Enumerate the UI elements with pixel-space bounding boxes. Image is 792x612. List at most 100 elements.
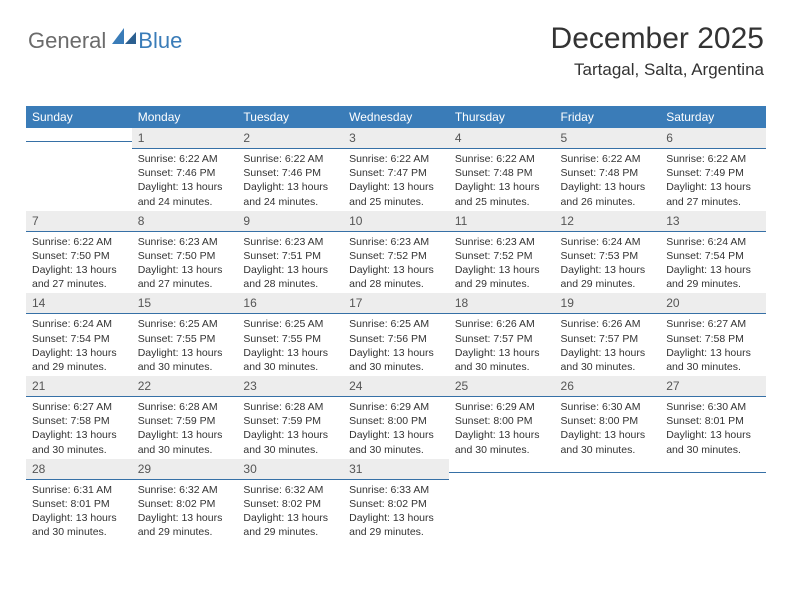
day-number: 27 <box>660 376 766 397</box>
calendar-week-row: 1Sunrise: 6:22 AMSunset: 7:46 PMDaylight… <box>26 128 766 211</box>
day-details: Sunrise: 6:23 AMSunset: 7:50 PMDaylight:… <box>132 232 238 294</box>
day-header: Monday <box>132 106 238 128</box>
calendar-container: SundayMondayTuesdayWednesdayThursdayFrid… <box>26 106 766 541</box>
calendar-day-cell: 14Sunrise: 6:24 AMSunset: 7:54 PMDayligh… <box>26 293 132 376</box>
calendar-day-cell: 17Sunrise: 6:25 AMSunset: 7:56 PMDayligh… <box>343 293 449 376</box>
day-number-empty <box>449 459 555 473</box>
day-header-row: SundayMondayTuesdayWednesdayThursdayFrid… <box>26 106 766 128</box>
calendar-day-cell <box>449 459 555 542</box>
calendar-day-cell: 19Sunrise: 6:26 AMSunset: 7:57 PMDayligh… <box>555 293 661 376</box>
day-number: 3 <box>343 128 449 149</box>
day-details: Sunrise: 6:23 AMSunset: 7:52 PMDaylight:… <box>449 232 555 294</box>
day-details: Sunrise: 6:32 AMSunset: 8:02 PMDaylight:… <box>237 480 343 542</box>
day-number: 9 <box>237 211 343 232</box>
calendar-week-row: 28Sunrise: 6:31 AMSunset: 8:01 PMDayligh… <box>26 459 766 542</box>
day-details: Sunrise: 6:22 AMSunset: 7:50 PMDaylight:… <box>26 232 132 294</box>
day-header: Tuesday <box>237 106 343 128</box>
day-details: Sunrise: 6:28 AMSunset: 7:59 PMDaylight:… <box>237 397 343 459</box>
day-number: 14 <box>26 293 132 314</box>
day-number: 6 <box>660 128 766 149</box>
calendar-day-cell: 13Sunrise: 6:24 AMSunset: 7:54 PMDayligh… <box>660 211 766 294</box>
day-number: 8 <box>132 211 238 232</box>
calendar-day-cell: 5Sunrise: 6:22 AMSunset: 7:48 PMDaylight… <box>555 128 661 211</box>
month-title: December 2025 <box>551 22 764 56</box>
day-number: 11 <box>449 211 555 232</box>
day-number: 23 <box>237 376 343 397</box>
day-number: 20 <box>660 293 766 314</box>
calendar-day-cell: 8Sunrise: 6:23 AMSunset: 7:50 PMDaylight… <box>132 211 238 294</box>
calendar-day-cell: 22Sunrise: 6:28 AMSunset: 7:59 PMDayligh… <box>132 376 238 459</box>
day-number: 1 <box>132 128 238 149</box>
day-details: Sunrise: 6:22 AMSunset: 7:46 PMDaylight:… <box>132 149 238 211</box>
day-header: Friday <box>555 106 661 128</box>
calendar-day-cell: 31Sunrise: 6:33 AMSunset: 8:02 PMDayligh… <box>343 459 449 542</box>
day-number: 24 <box>343 376 449 397</box>
day-details: Sunrise: 6:22 AMSunset: 7:46 PMDaylight:… <box>237 149 343 211</box>
day-number: 22 <box>132 376 238 397</box>
calendar-day-cell: 4Sunrise: 6:22 AMSunset: 7:48 PMDaylight… <box>449 128 555 211</box>
day-header: Sunday <box>26 106 132 128</box>
day-details: Sunrise: 6:29 AMSunset: 8:00 PMDaylight:… <box>449 397 555 459</box>
day-details: Sunrise: 6:23 AMSunset: 7:52 PMDaylight:… <box>343 232 449 294</box>
day-number: 21 <box>26 376 132 397</box>
day-details: Sunrise: 6:30 AMSunset: 8:01 PMDaylight:… <box>660 397 766 459</box>
day-number: 29 <box>132 459 238 480</box>
day-header: Wednesday <box>343 106 449 128</box>
day-number-empty <box>660 459 766 473</box>
day-details: Sunrise: 6:28 AMSunset: 7:59 PMDaylight:… <box>132 397 238 459</box>
calendar-day-cell: 9Sunrise: 6:23 AMSunset: 7:51 PMDaylight… <box>237 211 343 294</box>
day-details: Sunrise: 6:25 AMSunset: 7:55 PMDaylight:… <box>132 314 238 376</box>
calendar-day-cell: 12Sunrise: 6:24 AMSunset: 7:53 PMDayligh… <box>555 211 661 294</box>
day-details: Sunrise: 6:24 AMSunset: 7:53 PMDaylight:… <box>555 232 661 294</box>
calendar-day-cell <box>660 459 766 542</box>
day-number: 19 <box>555 293 661 314</box>
day-number: 26 <box>555 376 661 397</box>
title-block: December 2025 Tartagal, Salta, Argentina <box>551 22 764 80</box>
calendar-day-cell: 29Sunrise: 6:32 AMSunset: 8:02 PMDayligh… <box>132 459 238 542</box>
logo-word-blue: Blue <box>138 28 182 54</box>
day-details: Sunrise: 6:31 AMSunset: 8:01 PMDaylight:… <box>26 480 132 542</box>
day-number: 17 <box>343 293 449 314</box>
calendar-day-cell: 1Sunrise: 6:22 AMSunset: 7:46 PMDaylight… <box>132 128 238 211</box>
day-number-empty <box>555 459 661 473</box>
day-details: Sunrise: 6:26 AMSunset: 7:57 PMDaylight:… <box>555 314 661 376</box>
calendar-week-row: 21Sunrise: 6:27 AMSunset: 7:58 PMDayligh… <box>26 376 766 459</box>
day-number: 2 <box>237 128 343 149</box>
day-details: Sunrise: 6:27 AMSunset: 7:58 PMDaylight:… <box>660 314 766 376</box>
day-number: 5 <box>555 128 661 149</box>
location-label: Tartagal, Salta, Argentina <box>551 60 764 80</box>
calendar-day-cell: 26Sunrise: 6:30 AMSunset: 8:00 PMDayligh… <box>555 376 661 459</box>
calendar-day-cell <box>555 459 661 542</box>
calendar-day-cell: 7Sunrise: 6:22 AMSunset: 7:50 PMDaylight… <box>26 211 132 294</box>
calendar-day-cell: 27Sunrise: 6:30 AMSunset: 8:01 PMDayligh… <box>660 376 766 459</box>
day-details: Sunrise: 6:26 AMSunset: 7:57 PMDaylight:… <box>449 314 555 376</box>
calendar-body: 1Sunrise: 6:22 AMSunset: 7:46 PMDaylight… <box>26 128 766 541</box>
calendar-day-cell: 28Sunrise: 6:31 AMSunset: 8:01 PMDayligh… <box>26 459 132 542</box>
day-details: Sunrise: 6:22 AMSunset: 7:47 PMDaylight:… <box>343 149 449 211</box>
day-details: Sunrise: 6:23 AMSunset: 7:51 PMDaylight:… <box>237 232 343 294</box>
day-details: Sunrise: 6:25 AMSunset: 7:56 PMDaylight:… <box>343 314 449 376</box>
day-details: Sunrise: 6:22 AMSunset: 7:49 PMDaylight:… <box>660 149 766 211</box>
calendar-day-cell: 21Sunrise: 6:27 AMSunset: 7:58 PMDayligh… <box>26 376 132 459</box>
day-header: Saturday <box>660 106 766 128</box>
calendar-day-cell: 2Sunrise: 6:22 AMSunset: 7:46 PMDaylight… <box>237 128 343 211</box>
day-details: Sunrise: 6:27 AMSunset: 7:58 PMDaylight:… <box>26 397 132 459</box>
brand-logo: General Blue <box>28 28 182 54</box>
calendar-day-cell: 20Sunrise: 6:27 AMSunset: 7:58 PMDayligh… <box>660 293 766 376</box>
day-number: 10 <box>343 211 449 232</box>
day-header: Thursday <box>449 106 555 128</box>
calendar-week-row: 14Sunrise: 6:24 AMSunset: 7:54 PMDayligh… <box>26 293 766 376</box>
day-number: 13 <box>660 211 766 232</box>
day-number: 12 <box>555 211 661 232</box>
logo-sail-icon <box>110 26 138 51</box>
calendar-day-cell: 6Sunrise: 6:22 AMSunset: 7:49 PMDaylight… <box>660 128 766 211</box>
day-details: Sunrise: 6:30 AMSunset: 8:00 PMDaylight:… <box>555 397 661 459</box>
day-details: Sunrise: 6:22 AMSunset: 7:48 PMDaylight:… <box>449 149 555 211</box>
day-details: Sunrise: 6:33 AMSunset: 8:02 PMDaylight:… <box>343 480 449 542</box>
calendar-day-cell: 23Sunrise: 6:28 AMSunset: 7:59 PMDayligh… <box>237 376 343 459</box>
day-details: Sunrise: 6:29 AMSunset: 8:00 PMDaylight:… <box>343 397 449 459</box>
calendar-day-cell: 3Sunrise: 6:22 AMSunset: 7:47 PMDaylight… <box>343 128 449 211</box>
day-details: Sunrise: 6:32 AMSunset: 8:02 PMDaylight:… <box>132 480 238 542</box>
day-number: 30 <box>237 459 343 480</box>
calendar-day-cell: 10Sunrise: 6:23 AMSunset: 7:52 PMDayligh… <box>343 211 449 294</box>
